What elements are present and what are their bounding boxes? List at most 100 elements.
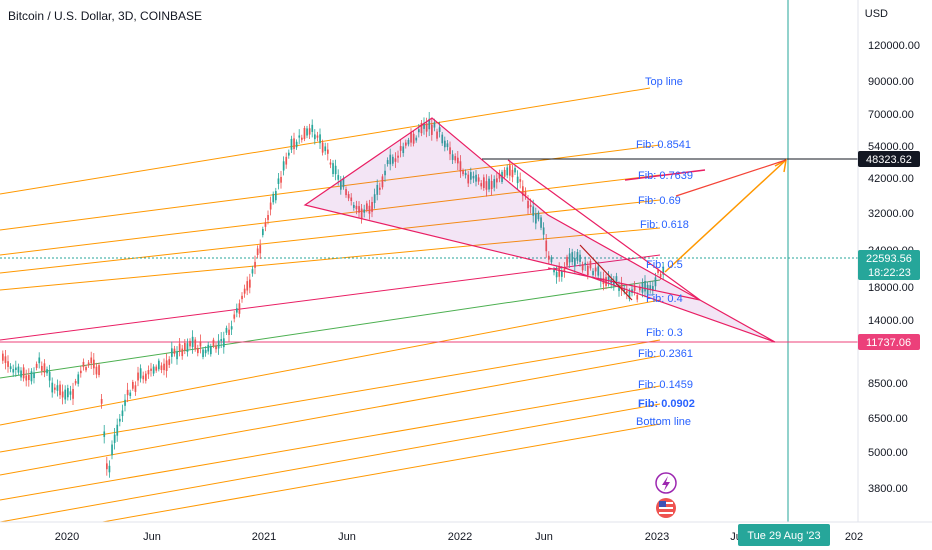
wedge-lower-line [547, 267, 701, 301]
candle-body [558, 267, 561, 277]
candle-body [225, 327, 228, 333]
candle-body [155, 366, 158, 371]
candle-body [25, 375, 28, 381]
candle-body [56, 385, 59, 391]
price-axis[interactable]: 120000.00 90000.00 70000.00 54000.00 42000.0… [857, 0, 932, 550]
candle-body [228, 329, 230, 335]
candle-body [399, 146, 402, 151]
fib-level-label: Fib: 0.4 [646, 293, 683, 305]
candle-body [496, 178, 498, 183]
candle-body [459, 161, 462, 172]
event-icons[interactable] [655, 472, 677, 518]
candle-body [132, 381, 134, 389]
candle-body [550, 257, 553, 263]
fib-channel-line [0, 339, 661, 453]
candle-body [626, 290, 628, 294]
candle-body [223, 338, 225, 348]
candle-body [204, 349, 207, 354]
candle-body [418, 129, 420, 133]
candle-body [441, 134, 444, 144]
candle-body [503, 169, 506, 177]
time-axis[interactable]: 2020 Jun 2021 Jun 2022 Jun 2023 Ju 202 Tue 29 Aug… [0, 521, 932, 550]
candle-body [288, 152, 290, 156]
candle-body [82, 361, 85, 368]
candle-body [449, 147, 451, 155]
candle-body [337, 175, 340, 180]
candle-body [386, 160, 389, 165]
candle-body [405, 142, 407, 146]
candle-body [592, 270, 594, 276]
time-tick-label: Jun [535, 531, 553, 543]
candle-body [490, 180, 493, 190]
candle-body [246, 281, 249, 291]
candle-body [111, 444, 113, 456]
candle-body [498, 173, 501, 179]
candle-body [251, 269, 254, 274]
candle-body [272, 193, 275, 203]
candle-body [522, 186, 524, 196]
candle-body [519, 179, 522, 182]
candle-body [103, 431, 106, 437]
candle-body [275, 191, 277, 201]
candle-body [74, 381, 77, 384]
candle-body [566, 256, 568, 266]
candle-body [420, 122, 423, 134]
candle-body [233, 314, 236, 319]
candle-body [334, 165, 337, 175]
red-segment [624, 169, 706, 181]
flag-stripe [659, 507, 673, 509]
candle-body [574, 257, 576, 267]
candle-body [113, 434, 116, 443]
candle-body [329, 162, 332, 165]
candle-body [194, 339, 197, 350]
candle-body [28, 374, 30, 381]
fib-level-label: Fib: 0.69 [638, 195, 681, 207]
candlestick-series [2, 111, 665, 478]
time-tick-label: 2022 [448, 531, 472, 543]
candle-body [568, 253, 571, 263]
candle-body [548, 255, 550, 260]
candle-body [327, 149, 329, 154]
candle-body [147, 370, 150, 375]
candle-body [80, 370, 82, 374]
candle-body [121, 410, 124, 417]
candle-body [587, 265, 589, 275]
fib-level-label: Fib: 0.7639 [638, 170, 693, 182]
candle-body [545, 240, 548, 252]
candle-body [410, 132, 412, 143]
price-tag-box [858, 334, 920, 350]
flag-canton [659, 501, 666, 507]
candle-body [381, 176, 384, 188]
candle-body [249, 279, 251, 288]
candle-body [238, 303, 241, 314]
fib-channel-line [0, 199, 661, 274]
candle-body [54, 387, 56, 390]
fib-level-label: Top line [645, 76, 683, 88]
candle-body [524, 191, 527, 196]
candle-body [407, 139, 410, 145]
candle-body [129, 392, 132, 396]
candle-body [620, 282, 623, 290]
candle-body [137, 372, 139, 381]
candle-body [77, 374, 80, 384]
candle-body [51, 382, 54, 393]
fib-level-label: Fib: 0.2361 [638, 348, 693, 360]
candle-body [48, 371, 51, 381]
candle-body [230, 326, 233, 330]
candle-body [358, 206, 360, 213]
candle-body [615, 276, 618, 282]
candle-body [199, 341, 202, 347]
candle-body [173, 348, 176, 354]
fib-level-label: Fib: 0.618 [640, 219, 689, 231]
wedge-triangle [303, 117, 776, 343]
candle-body [2, 353, 4, 361]
fib-channel-line [0, 355, 661, 476]
candle-body [389, 154, 392, 165]
candle-body [597, 266, 600, 276]
candle-body [579, 254, 581, 262]
price-tag-label: 48323.62 [866, 154, 912, 166]
candle-body [186, 343, 189, 352]
candle-body [259, 245, 262, 254]
candle-body [477, 177, 480, 182]
